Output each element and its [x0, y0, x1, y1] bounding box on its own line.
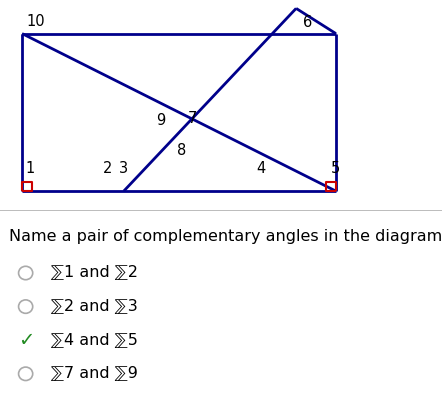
Text: 5: 5	[331, 160, 340, 176]
Text: 10: 10	[27, 14, 45, 29]
Text: 3: 3	[119, 160, 129, 176]
Text: 9: 9	[156, 113, 166, 128]
Text: ⅀2 and ⅀3: ⅀2 and ⅀3	[51, 299, 137, 314]
Text: ⅀7 and ⅀9: ⅀7 and ⅀9	[51, 366, 138, 381]
Text: 6: 6	[303, 15, 312, 30]
Text: ⅀1 and ⅀2: ⅀1 and ⅀2	[51, 265, 138, 281]
Text: Name a pair of complementary angles in the diagram above.: Name a pair of complementary angles in t…	[9, 229, 442, 244]
Text: 2: 2	[103, 160, 113, 176]
Text: ✓: ✓	[18, 331, 34, 350]
Text: 1: 1	[26, 160, 35, 176]
Text: 8: 8	[177, 143, 186, 158]
Text: 7: 7	[188, 111, 197, 126]
Text: ⅀4 and ⅀5: ⅀4 and ⅀5	[51, 333, 138, 348]
Text: 4: 4	[256, 160, 265, 176]
